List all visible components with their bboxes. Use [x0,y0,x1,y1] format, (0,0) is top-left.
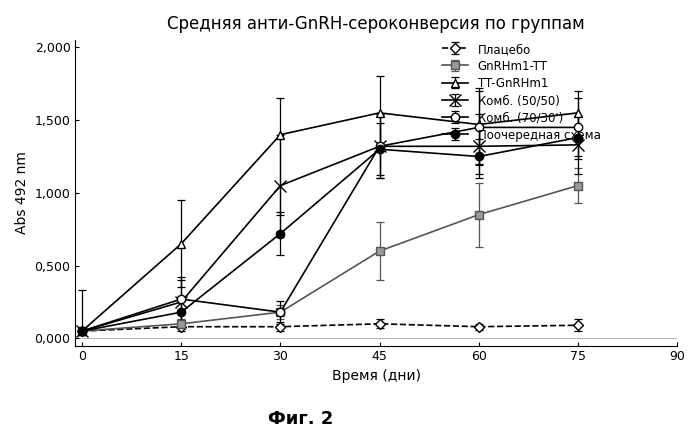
Legend: Плацебо, GnRHm1-TT, TT-GnRHm1, Комб. (50/50), Комб. (70/30'), Поочередная схема: Плацебо, GnRHm1-TT, TT-GnRHm1, Комб. (50… [442,43,601,142]
Text: Фиг. 2: Фиг. 2 [268,410,334,428]
Title: Средняя анти-GnRH-сероконверсия по группам: Средняя анти-GnRH-сероконверсия по групп… [167,15,585,33]
X-axis label: Время (дни): Время (дни) [332,369,421,383]
Y-axis label: Abs 492 nm: Abs 492 nm [15,152,29,234]
